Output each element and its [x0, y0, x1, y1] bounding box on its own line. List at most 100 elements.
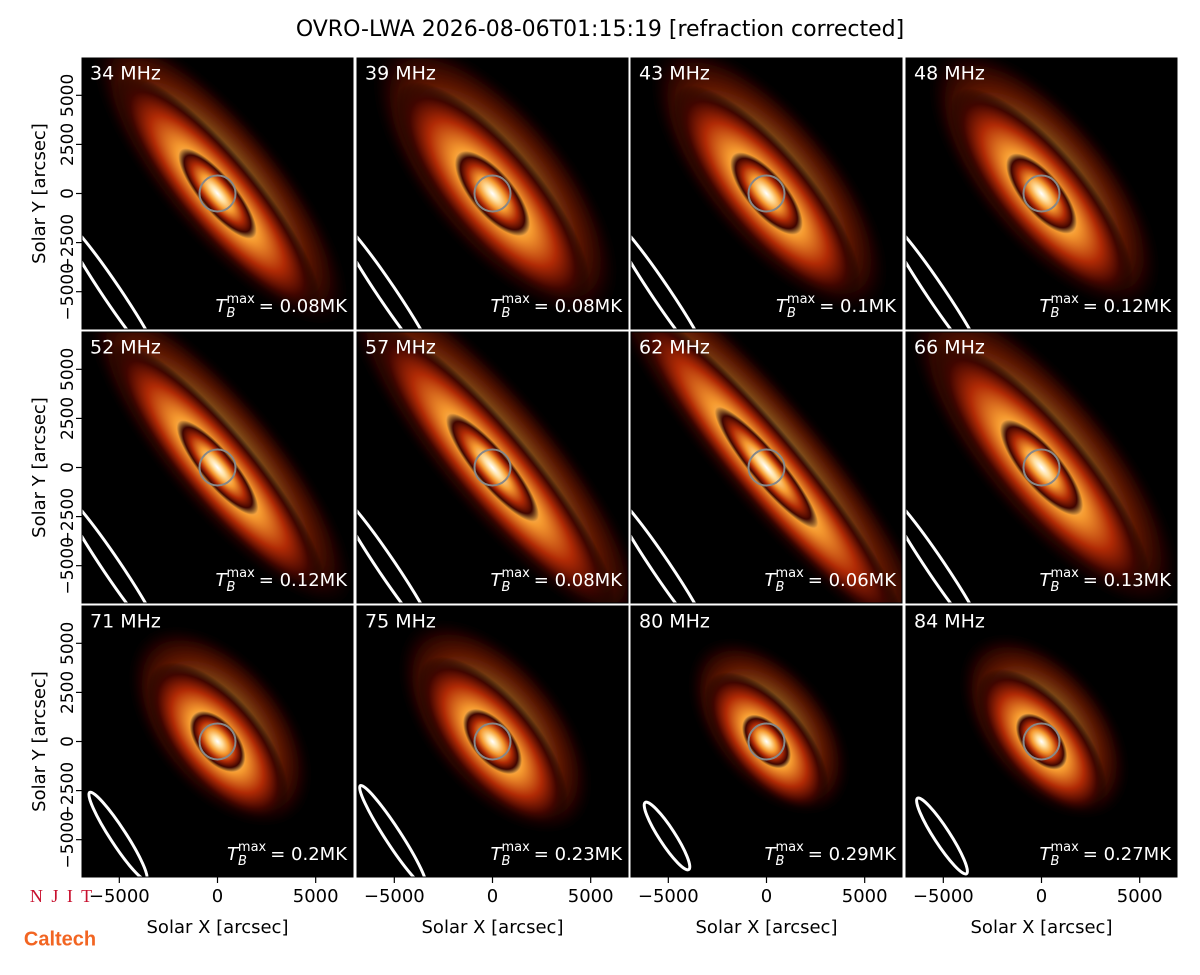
- beam: [631, 490, 714, 603]
- x-axis-label: Solar X [arcsec]: [696, 917, 838, 938]
- title: OVRO-LWA 2026-08-06T01:15:19 [refraction…: [296, 17, 904, 42]
- tb-part: max: [501, 566, 530, 581]
- tb-part: = 0.08MK: [259, 296, 348, 317]
- y-tick-label: 0: [58, 462, 78, 473]
- emission-core: [730, 152, 803, 235]
- tb-part: B: [1051, 306, 1060, 321]
- logo-caltech: Caltech: [24, 928, 96, 950]
- y-tick-label: −2500: [58, 488, 78, 546]
- beam: [358, 783, 428, 877]
- solar-disk: [198, 448, 237, 487]
- x-tick-label: 5000: [568, 886, 614, 907]
- emission-core: [714, 406, 819, 529]
- x-tick-label: 5000: [842, 886, 888, 907]
- solar-disk: [747, 174, 786, 213]
- panel-frame: [356, 57, 629, 330]
- tb-part: T: [216, 570, 229, 591]
- panel: [82, 332, 353, 603]
- tb-part: = 0.06MK: [808, 570, 897, 591]
- tb-part: max: [775, 566, 804, 581]
- panel: [82, 606, 353, 877]
- solar-disk: [198, 174, 237, 213]
- panel: [906, 332, 1177, 603]
- panel: [631, 58, 902, 329]
- x-tick-label: −5000: [913, 886, 974, 907]
- tb-part: max: [501, 840, 530, 855]
- x-tick-label: 5000: [293, 886, 339, 907]
- tb-part: = 0.23MK: [534, 844, 623, 865]
- panel-frame: [630, 331, 903, 604]
- y-tick-label: −5000: [58, 811, 78, 869]
- tb-max-label: TBmax = 0.1MK: [776, 292, 897, 321]
- tb-part: B: [787, 306, 796, 321]
- tb-part: = 0.2MK: [270, 844, 348, 865]
- frequency-label: 75 MHz: [365, 611, 436, 633]
- panel: [82, 58, 353, 329]
- panel: [906, 58, 1177, 329]
- tb-part: T: [1040, 296, 1053, 317]
- emission-core: [176, 420, 259, 515]
- tb-part: max: [787, 292, 816, 307]
- tb-part: B: [776, 580, 785, 595]
- tb-part: T: [491, 844, 504, 865]
- x-tick-label: 5000: [1117, 886, 1163, 907]
- x-tick-label: −5000: [89, 886, 150, 907]
- x-tick-label: 0: [761, 886, 772, 907]
- beam: [357, 216, 440, 329]
- tb-part: T: [765, 844, 778, 865]
- beam: [906, 490, 989, 603]
- logo-njit: N J I T: [30, 886, 94, 906]
- y-axis-label: Solar Y [arcsec]: [29, 397, 50, 538]
- panel: [631, 332, 902, 603]
- tb-part: max: [1050, 840, 1079, 855]
- tb-max-label: TBmax = 0.08MK: [491, 566, 624, 595]
- x-tick-label: −5000: [364, 886, 425, 907]
- frequency-label: 57 MHz: [365, 337, 436, 359]
- y-tick-label: −5000: [58, 537, 78, 595]
- tb-part: = 0.13MK: [1083, 570, 1172, 591]
- panel: [631, 606, 902, 877]
- panel: [357, 58, 628, 329]
- tb-part: B: [502, 854, 511, 869]
- tb-part: max: [226, 566, 255, 581]
- frequency-label: 80 MHz: [639, 611, 710, 633]
- tb-part: = 0.12MK: [259, 570, 348, 591]
- tb-max-label: TBmax = 0.29MK: [765, 840, 898, 869]
- tb-part: T: [216, 296, 229, 317]
- tb-part: = 0.29MK: [808, 844, 897, 865]
- solar-disk: [1022, 722, 1061, 761]
- tb-part: = 0.27MK: [1083, 844, 1172, 865]
- tb-part: B: [227, 580, 236, 595]
- tb-part: max: [238, 840, 267, 855]
- y-tick-label: 0: [58, 188, 78, 199]
- frequency-label: 62 MHz: [639, 337, 710, 359]
- x-tick-label: −5000: [638, 886, 699, 907]
- tb-part: max: [501, 292, 530, 307]
- frequency-label: 39 MHz: [365, 63, 436, 85]
- solar-disk: [1022, 448, 1061, 487]
- emission-core: [454, 150, 531, 237]
- tb-part: max: [226, 292, 255, 307]
- y-tick-label: −5000: [58, 263, 78, 321]
- beam: [87, 790, 149, 877]
- tb-max-label: TBmax = 0.12MK: [216, 566, 349, 595]
- tb-max-label: TBmax = 0.12MK: [1040, 292, 1173, 321]
- solar-disk: [473, 174, 512, 213]
- frequency-label: 84 MHz: [914, 611, 985, 633]
- frequency-label: 66 MHz: [914, 337, 985, 359]
- panel: [906, 606, 1177, 877]
- frequency-label: 34 MHz: [90, 63, 161, 85]
- tb-max-label: TBmax = 0.08MK: [491, 292, 624, 321]
- y-tick-label: 2500: [58, 397, 78, 440]
- y-tick-label: 2500: [58, 671, 78, 714]
- tb-part: max: [775, 840, 804, 855]
- tb-part: max: [1050, 566, 1079, 581]
- tb-max-label: TBmax = 0.2MK: [227, 840, 348, 869]
- beam: [915, 796, 969, 876]
- x-axis-label: Solar X [arcsec]: [422, 917, 564, 938]
- frequency-label: 43 MHz: [639, 63, 710, 85]
- panel-frame: [905, 57, 1178, 330]
- tb-part: = 0.1MK: [819, 296, 897, 317]
- x-tick-label: 0: [487, 886, 498, 907]
